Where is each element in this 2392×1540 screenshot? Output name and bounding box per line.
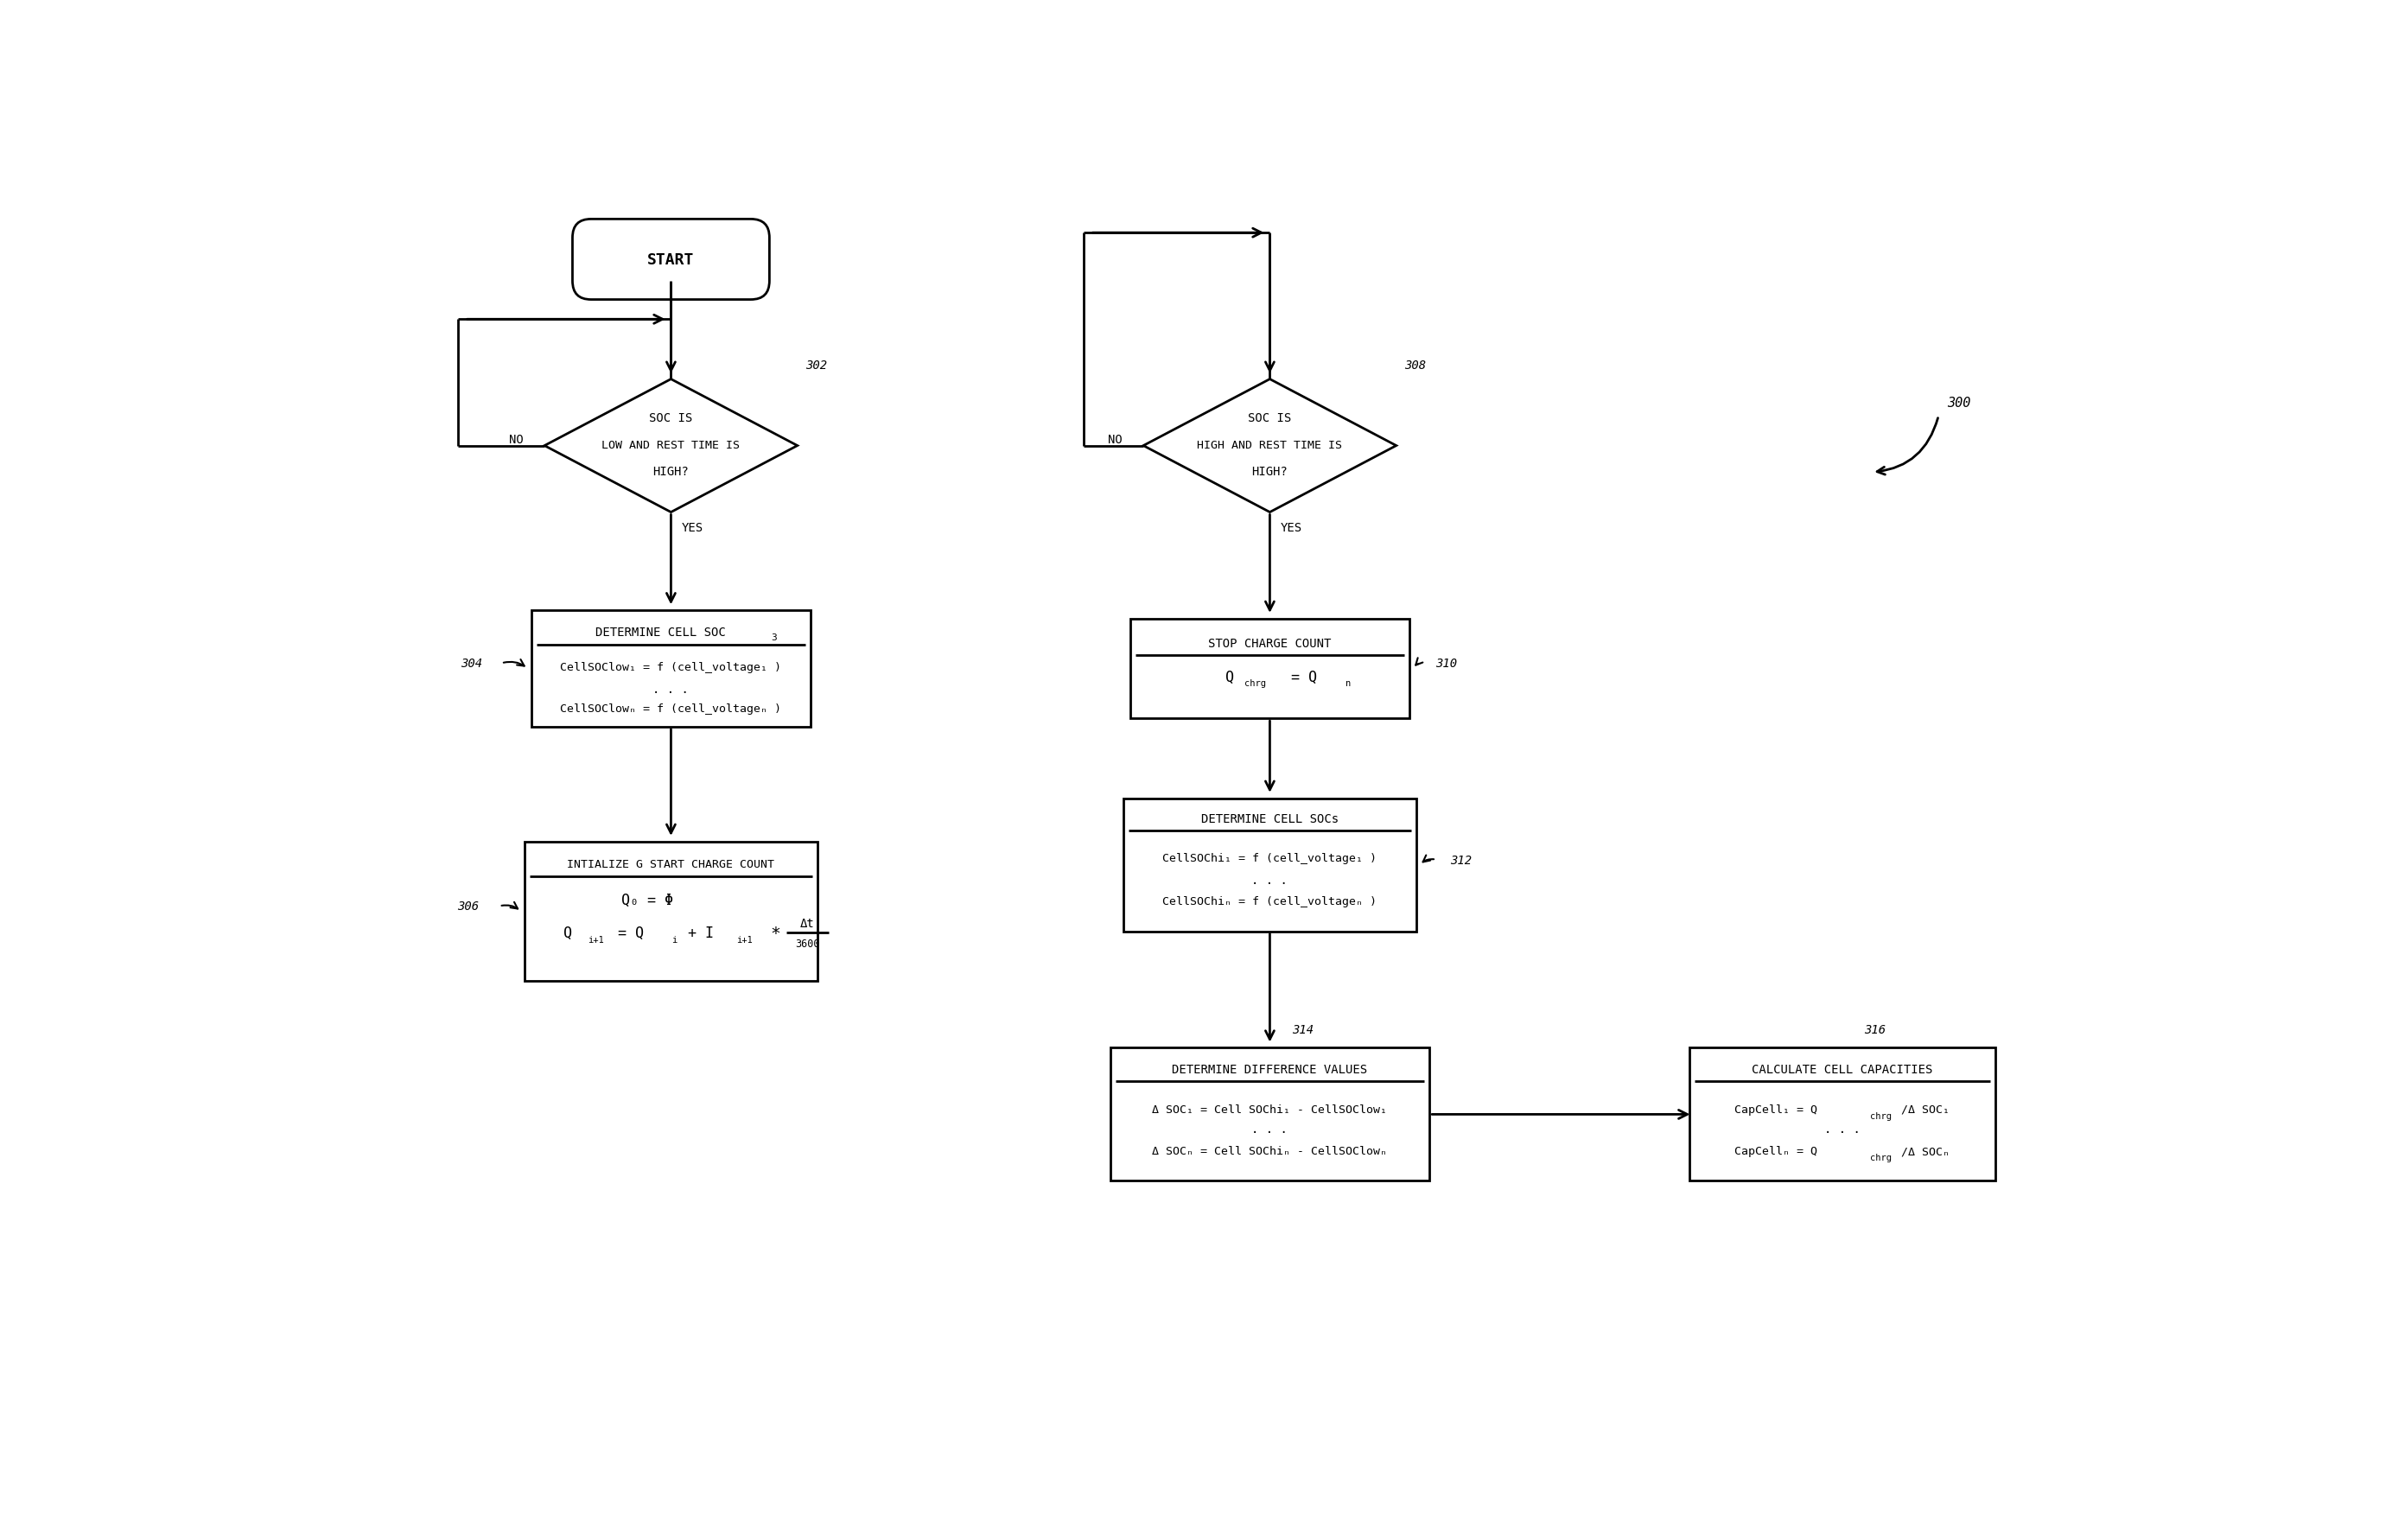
Text: /Δ SOC₁: /Δ SOC₁ xyxy=(1902,1104,1949,1115)
Text: 3: 3 xyxy=(770,633,777,642)
Text: INTIALIZE G START CHARGE COUNT: INTIALIZE G START CHARGE COUNT xyxy=(567,858,775,870)
Text: 3600: 3600 xyxy=(794,938,820,949)
Text: Q: Q xyxy=(565,926,572,941)
Text: HIGH AND REST TIME IS: HIGH AND REST TIME IS xyxy=(1198,439,1342,451)
FancyBboxPatch shape xyxy=(1689,1049,1995,1181)
Text: i+1: i+1 xyxy=(588,935,603,944)
Text: DETERMINE CELL SOC: DETERMINE CELL SOC xyxy=(596,627,727,639)
Text: SOC IS: SOC IS xyxy=(1249,413,1292,425)
Text: i+1: i+1 xyxy=(737,935,751,944)
Text: CALCULATE CELL CAPACITIES: CALCULATE CELL CAPACITIES xyxy=(1751,1063,1933,1075)
Text: + I: + I xyxy=(689,926,713,941)
Text: chrg: chrg xyxy=(1871,1112,1892,1120)
Polygon shape xyxy=(545,380,797,513)
Text: 314: 314 xyxy=(1292,1024,1313,1035)
Text: SOC IS: SOC IS xyxy=(648,413,694,425)
Text: CellSOClowₙ = f (cell_voltageₙ ): CellSOClowₙ = f (cell_voltageₙ ) xyxy=(560,704,782,715)
Text: Q₀ = Φ: Q₀ = Φ xyxy=(622,892,675,907)
Text: . . .: . . . xyxy=(653,682,689,695)
Text: CellSOChi₁ = f (cell_voltage₁ ): CellSOChi₁ = f (cell_voltage₁ ) xyxy=(1163,853,1378,864)
Text: . . .: . . . xyxy=(1251,873,1287,885)
Text: LOW AND REST TIME IS: LOW AND REST TIME IS xyxy=(603,439,739,451)
Text: DETERMINE DIFFERENCE VALUES: DETERMINE DIFFERENCE VALUES xyxy=(1172,1063,1368,1075)
Text: Δ SOC₁ = Cell SOChi₁ - CellSOClow₁: Δ SOC₁ = Cell SOChi₁ - CellSOClow₁ xyxy=(1153,1104,1387,1115)
Text: 312: 312 xyxy=(1450,853,1473,865)
Text: YES: YES xyxy=(682,521,703,533)
Text: CellSOChiₙ = f (cell_voltageₙ ): CellSOChiₙ = f (cell_voltageₙ ) xyxy=(1163,895,1378,907)
Text: 302: 302 xyxy=(806,359,828,371)
Text: HIGH?: HIGH? xyxy=(1251,465,1287,477)
Text: Δ SOCₙ = Cell SOChiₙ - CellSOClowₙ: Δ SOCₙ = Cell SOChiₙ - CellSOClowₙ xyxy=(1153,1146,1387,1157)
Text: *: * xyxy=(770,926,780,941)
Text: 316: 316 xyxy=(1863,1024,1887,1035)
FancyBboxPatch shape xyxy=(531,611,811,727)
Text: CellSOClow₁ = f (cell_voltage₁ ): CellSOClow₁ = f (cell_voltage₁ ) xyxy=(560,662,782,673)
FancyBboxPatch shape xyxy=(1129,619,1409,719)
Text: /Δ SOCₙ: /Δ SOCₙ xyxy=(1902,1146,1949,1157)
Text: n: n xyxy=(1347,679,1351,688)
Text: NO: NO xyxy=(509,433,524,445)
Text: 310: 310 xyxy=(1435,658,1457,670)
Text: Q: Q xyxy=(1225,670,1234,685)
Text: i: i xyxy=(672,935,677,944)
Text: chrg: chrg xyxy=(1244,679,1265,688)
Text: 308: 308 xyxy=(1404,359,1426,371)
FancyBboxPatch shape xyxy=(1124,799,1416,932)
Text: CapCellₙ = Q: CapCellₙ = Q xyxy=(1734,1146,1818,1157)
Text: HIGH?: HIGH? xyxy=(653,465,689,477)
FancyBboxPatch shape xyxy=(524,842,818,981)
Text: = Q: = Q xyxy=(1292,670,1318,685)
Text: 304: 304 xyxy=(462,658,483,670)
Text: DETERMINE CELL SOCs: DETERMINE CELL SOCs xyxy=(1201,813,1340,824)
Text: Δt: Δt xyxy=(799,918,816,930)
Text: NO: NO xyxy=(1107,433,1122,445)
Text: YES: YES xyxy=(1280,521,1301,533)
Polygon shape xyxy=(1143,380,1397,513)
Text: . . .: . . . xyxy=(1251,1123,1287,1135)
Text: CapCell₁ = Q: CapCell₁ = Q xyxy=(1734,1104,1818,1115)
FancyBboxPatch shape xyxy=(572,220,770,300)
FancyBboxPatch shape xyxy=(1110,1049,1430,1181)
Text: = Q: = Q xyxy=(617,926,643,941)
Text: chrg: chrg xyxy=(1871,1153,1892,1163)
Text: 300: 300 xyxy=(1947,396,1971,410)
Text: STOP CHARGE COUNT: STOP CHARGE COUNT xyxy=(1208,638,1332,650)
Text: 306: 306 xyxy=(457,901,478,912)
Text: . . .: . . . xyxy=(1825,1123,1861,1135)
Text: START: START xyxy=(648,253,694,268)
